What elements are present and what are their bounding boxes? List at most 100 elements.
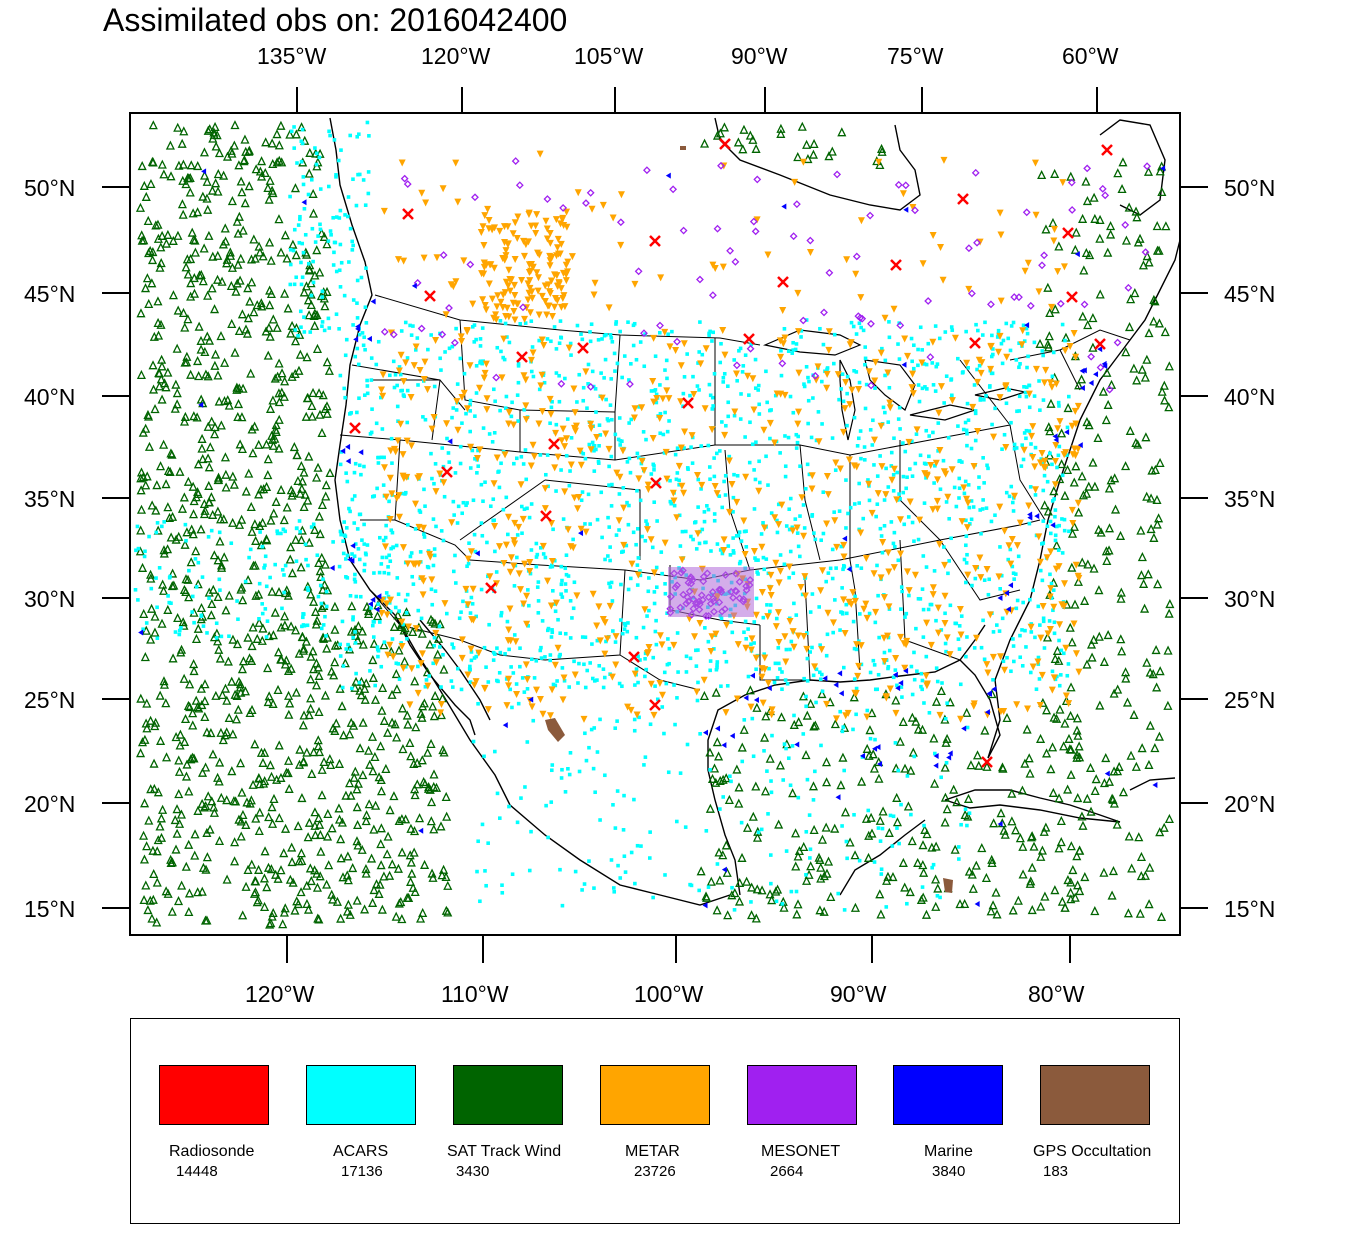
acars-marker bbox=[317, 155, 322, 160]
sat-wind-marker bbox=[263, 350, 273, 360]
acars-marker bbox=[1017, 409, 1021, 413]
acars-marker bbox=[855, 563, 860, 568]
metar-marker bbox=[814, 363, 822, 371]
acars-marker bbox=[550, 763, 555, 767]
acars-marker bbox=[461, 599, 465, 604]
metar-marker bbox=[1036, 702, 1044, 710]
acars-marker bbox=[877, 635, 881, 640]
metar-marker bbox=[421, 358, 429, 366]
acars-marker bbox=[552, 325, 557, 329]
acars-marker bbox=[472, 323, 477, 327]
acars-marker bbox=[362, 522, 366, 527]
acars-marker bbox=[303, 232, 308, 237]
metar-marker bbox=[748, 635, 756, 643]
acars-marker bbox=[758, 480, 762, 485]
sat-wind-marker bbox=[1145, 862, 1155, 872]
metar-marker bbox=[1011, 492, 1019, 500]
map-area[interactable] bbox=[0, 0, 1350, 1010]
acars-marker bbox=[313, 146, 317, 150]
sat-wind-marker bbox=[286, 328, 296, 338]
sat-wind-marker bbox=[1159, 380, 1169, 390]
metar-marker bbox=[1072, 420, 1080, 428]
acars-marker bbox=[608, 585, 613, 589]
metar-marker bbox=[454, 426, 462, 434]
acars-marker bbox=[363, 347, 367, 352]
acars-marker bbox=[1067, 529, 1071, 534]
acars-marker bbox=[962, 557, 967, 562]
metar-marker bbox=[480, 241, 488, 249]
sat-wind-marker bbox=[339, 730, 349, 740]
acars-marker bbox=[530, 345, 535, 349]
sat-wind-marker bbox=[808, 149, 818, 159]
sat-wind-marker bbox=[260, 776, 270, 786]
acars-marker bbox=[1014, 446, 1019, 450]
acars-marker bbox=[840, 824, 844, 828]
metar-marker bbox=[539, 710, 547, 718]
metar-marker bbox=[934, 604, 942, 612]
metar-marker bbox=[726, 508, 734, 516]
sat-wind-marker bbox=[1090, 481, 1100, 491]
metar-marker bbox=[775, 579, 783, 587]
acars-marker bbox=[558, 652, 562, 657]
sat-wind-marker bbox=[991, 887, 1001, 897]
metar-marker bbox=[1047, 585, 1055, 593]
metar-marker bbox=[547, 410, 555, 418]
sat-wind-marker bbox=[387, 689, 397, 699]
metar-marker bbox=[1041, 464, 1049, 472]
acars-marker bbox=[1027, 521, 1032, 526]
metar-marker bbox=[546, 257, 554, 265]
sat-wind-marker bbox=[821, 822, 831, 832]
acars-marker bbox=[388, 609, 393, 614]
acars-marker bbox=[536, 599, 541, 603]
mesonet-marker bbox=[717, 161, 725, 170]
acars-marker bbox=[309, 177, 314, 182]
acars-marker bbox=[979, 531, 983, 536]
sat-wind-marker bbox=[776, 128, 786, 138]
acars-marker bbox=[403, 490, 408, 495]
mesonet-marker bbox=[403, 180, 412, 188]
sat-wind-marker bbox=[283, 768, 293, 778]
sat-wind-marker bbox=[391, 668, 401, 679]
acars-marker bbox=[1024, 326, 1029, 331]
metar-marker bbox=[974, 378, 982, 386]
sat-wind-marker bbox=[287, 842, 297, 852]
metar-marker bbox=[877, 349, 885, 357]
metar-marker bbox=[541, 298, 549, 306]
acars-marker bbox=[214, 621, 219, 626]
sat-wind-marker bbox=[191, 492, 201, 502]
sat-wind-marker bbox=[1085, 762, 1096, 772]
acars-marker bbox=[390, 530, 395, 535]
acars-marker bbox=[305, 623, 310, 628]
acars-marker bbox=[695, 384, 700, 388]
sat-wind-marker bbox=[307, 411, 317, 421]
metar-marker bbox=[464, 671, 472, 679]
mesonet-marker bbox=[1087, 352, 1096, 361]
acars-marker bbox=[821, 531, 826, 536]
marine-marker bbox=[1008, 582, 1014, 589]
acars-marker bbox=[247, 555, 251, 560]
metar-marker bbox=[934, 476, 942, 484]
acars-marker bbox=[432, 547, 437, 551]
sat-wind-marker bbox=[1083, 559, 1093, 569]
metar-marker bbox=[935, 409, 943, 417]
sat-wind-marker bbox=[181, 861, 191, 871]
acars-marker bbox=[1015, 409, 1019, 414]
acars-marker bbox=[1036, 604, 1041, 609]
sat-wind-marker bbox=[193, 887, 203, 897]
metar-marker bbox=[491, 523, 499, 531]
acars-marker bbox=[896, 558, 901, 563]
sat-wind-marker bbox=[379, 715, 389, 725]
sat-wind-marker bbox=[156, 832, 167, 842]
acars-marker bbox=[495, 345, 500, 350]
acars-marker bbox=[753, 477, 758, 482]
metar-marker bbox=[481, 302, 489, 310]
metar-marker bbox=[1071, 407, 1079, 415]
acars-marker bbox=[166, 594, 170, 598]
sat-wind-marker bbox=[211, 178, 221, 188]
acars-marker bbox=[567, 685, 572, 689]
acars-marker bbox=[366, 170, 371, 174]
marine-marker bbox=[367, 600, 373, 607]
metar-marker bbox=[845, 456, 853, 464]
sat-wind-marker bbox=[303, 295, 313, 305]
metar-marker bbox=[806, 249, 814, 257]
